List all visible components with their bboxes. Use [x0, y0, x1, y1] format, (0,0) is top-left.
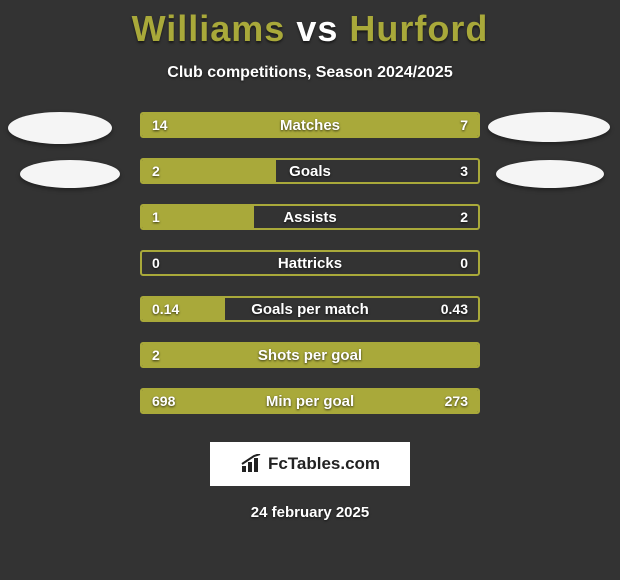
stat-row: 698273Min per goal	[140, 388, 480, 414]
stat-row: 23Goals	[140, 158, 480, 184]
subtitle: Club competitions, Season 2024/2025	[0, 64, 620, 82]
stat-fill-left	[142, 344, 478, 366]
stat-row: 0.140.43Goals per match	[140, 296, 480, 322]
stat-value-left: 2	[152, 344, 160, 366]
chart-icon	[240, 454, 264, 474]
stat-value-left: 698	[152, 390, 175, 412]
vs-text: vs	[296, 8, 338, 49]
stat-row: 2Shots per goal	[140, 342, 480, 368]
stat-row: 12Assists	[140, 204, 480, 230]
stat-value-left: 1	[152, 206, 160, 228]
stat-bars: 147Matches23Goals12Assists00Hattricks0.1…	[140, 112, 480, 414]
player1-name: Williams	[132, 8, 286, 49]
stats-stage: 147Matches23Goals12Assists00Hattricks0.1…	[0, 112, 620, 414]
stat-fill-left	[142, 114, 366, 136]
stat-value-right: 7	[460, 114, 468, 136]
stat-fill-left	[142, 390, 384, 412]
date-text: 24 february 2025	[0, 504, 620, 521]
stat-value-left: 14	[152, 114, 168, 136]
stat-value-left: 0.14	[152, 298, 179, 320]
stat-value-left: 2	[152, 160, 160, 182]
stat-row: 147Matches	[140, 112, 480, 138]
comparison-title: Williams vs Hurford	[0, 0, 620, 50]
player-photo-placeholder	[20, 160, 120, 188]
stat-row: 0 0Hattricks	[140, 250, 480, 276]
stat-value-right: 2	[460, 206, 468, 228]
stat-value-right: 273	[445, 390, 468, 412]
stat-label: Hattricks	[142, 252, 478, 274]
stat-value-left: 0	[152, 252, 160, 274]
player-photo-placeholder	[8, 112, 112, 144]
player-photo-placeholder	[496, 160, 604, 188]
stat-value-right: 3	[460, 160, 468, 182]
fctables-logo[interactable]: FcTables.com	[210, 442, 410, 486]
stat-value-right: 0.43	[441, 298, 468, 320]
player2-name: Hurford	[349, 8, 488, 49]
logo-text: FcTables.com	[268, 454, 380, 474]
stat-value-right: 0	[460, 252, 468, 274]
stat-fill-left	[142, 160, 276, 182]
player-photo-placeholder	[488, 112, 610, 142]
